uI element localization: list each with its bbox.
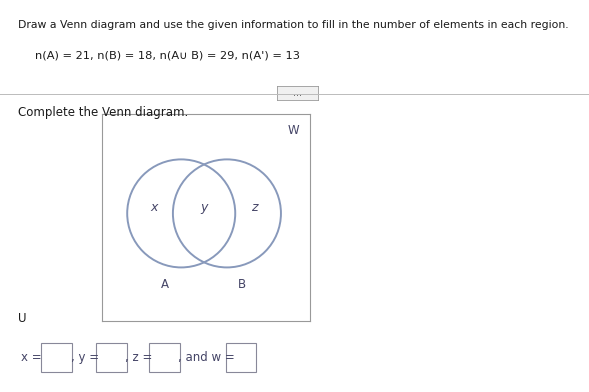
Text: x: x — [151, 201, 158, 214]
Text: Complete the Venn diagram.: Complete the Venn diagram. — [18, 106, 188, 119]
Text: U: U — [18, 312, 26, 325]
Text: W: W — [287, 124, 299, 137]
Text: x =: x = — [21, 351, 45, 364]
Text: , z =: , z = — [125, 351, 157, 364]
Text: y: y — [200, 201, 208, 214]
Text: A: A — [161, 278, 168, 291]
Text: B: B — [237, 278, 246, 291]
Text: , y =: , y = — [71, 351, 102, 364]
Text: z: z — [251, 201, 257, 214]
Text: ...: ... — [293, 88, 302, 98]
Text: , and w =: , and w = — [178, 351, 239, 364]
FancyBboxPatch shape — [226, 343, 256, 372]
Text: Draw a Venn diagram and use the given information to fill in the number of eleme: Draw a Venn diagram and use the given in… — [18, 20, 568, 30]
Text: n(A) = 21, n(B) = 18, n(A∪ B) = 29, n(A') = 13: n(A) = 21, n(B) = 18, n(A∪ B) = 29, n(A'… — [35, 51, 300, 61]
FancyBboxPatch shape — [96, 343, 127, 372]
FancyBboxPatch shape — [149, 343, 180, 372]
FancyBboxPatch shape — [41, 343, 72, 372]
